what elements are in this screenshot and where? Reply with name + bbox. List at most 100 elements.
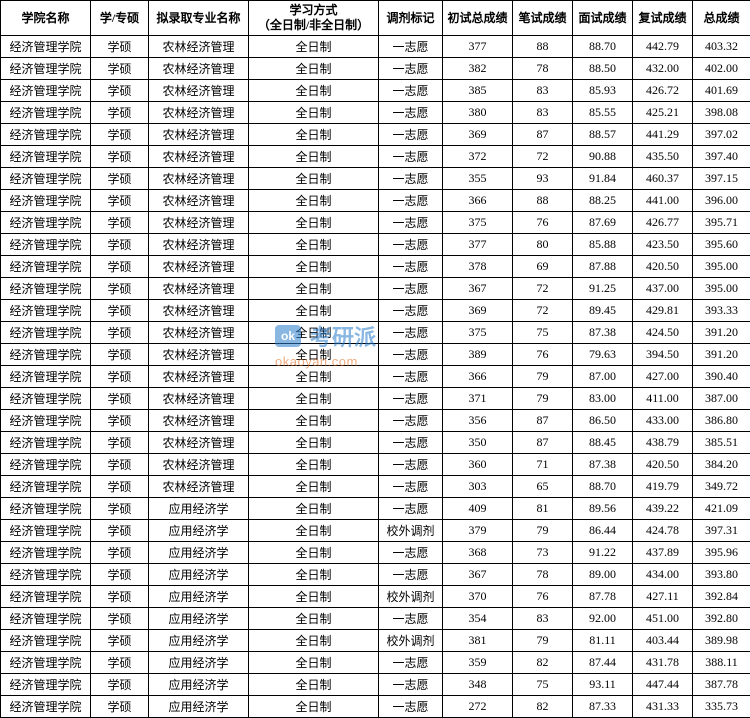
table-cell: 农林经济管理 [149,410,249,432]
table-cell: 389.98 [693,630,750,652]
table-cell: 全日制 [249,498,379,520]
table-cell: 421.09 [693,498,750,520]
table-cell: 88.57 [573,124,633,146]
table-row: 经济管理学院学硕农林经济管理全日制一志愿3568786.50433.00386.… [1,410,750,432]
table-cell: 356 [443,410,513,432]
table-cell: 85.93 [573,80,633,102]
table-cell: 88.70 [573,36,633,58]
table-cell: 81.11 [573,630,633,652]
table-row: 经济管理学院学硕农林经济管理全日制一志愿3677291.25437.00395.… [1,278,750,300]
table-cell: 经济管理学院 [1,454,91,476]
table-cell: 全日制 [249,344,379,366]
table-cell: 学硕 [91,542,149,564]
table-row: 经济管理学院学硕应用经济学全日制一志愿2728287.33431.33335.7… [1,696,750,718]
table-cell: 272 [443,696,513,718]
table-cell: 372 [443,146,513,168]
table-cell: 农林经济管理 [149,432,249,454]
table-cell: 一志愿 [379,476,443,498]
table-cell: 学硕 [91,168,149,190]
table-cell: 学硕 [91,410,149,432]
table-cell: 451.00 [633,608,693,630]
table-cell: 88.25 [573,190,633,212]
table-cell: 校外调剂 [379,586,443,608]
admissions-table: 学院名称 学/专硕 拟录取专业名称 学习方式（全日制/非全日制） 调剂标记 初试… [0,0,750,718]
table-cell: 73 [513,542,573,564]
table-cell: 78 [513,564,573,586]
table-cell: 370 [443,586,513,608]
table-cell: 391.20 [693,322,750,344]
table-cell: 农林经济管理 [149,124,249,146]
table-row: 经济管理学院学硕农林经济管理全日制一志愿3858385.93426.72401.… [1,80,750,102]
table-cell: 424.78 [633,520,693,542]
table-cell: 农林经济管理 [149,476,249,498]
table-cell: 87 [513,124,573,146]
table-cell: 395.00 [693,278,750,300]
table-cell: 411.00 [633,388,693,410]
table-cell: 全日制 [249,520,379,542]
table-cell: 一志愿 [379,124,443,146]
table-row: 经济管理学院学硕农林经济管理全日制一志愿3698788.57441.29397.… [1,124,750,146]
table-cell: 359 [443,652,513,674]
table-cell: 学硕 [91,256,149,278]
table-cell: 经济管理学院 [1,542,91,564]
table-cell: 经济管理学院 [1,256,91,278]
table-cell: 全日制 [249,36,379,58]
table-cell: 377 [443,36,513,58]
table-cell: 一志愿 [379,652,443,674]
table-cell: 经济管理学院 [1,168,91,190]
table-cell: 88.45 [573,432,633,454]
table-cell: 387.00 [693,388,750,410]
table-cell: 427.11 [633,586,693,608]
table-cell: 经济管理学院 [1,696,91,718]
table-cell: 426.77 [633,212,693,234]
table-cell: 93 [513,168,573,190]
table-cell: 397.02 [693,124,750,146]
table-cell: 76 [513,344,573,366]
table-cell: 全日制 [249,586,379,608]
table-cell: 442.79 [633,36,693,58]
table-cell: 农林经济管理 [149,344,249,366]
table-row: 经济管理学院学硕农林经济管理全日制一志愿3897679.63394.50391.… [1,344,750,366]
table-cell: 经济管理学院 [1,124,91,146]
table-cell: 经济管理学院 [1,80,91,102]
table-cell: 学硕 [91,190,149,212]
table-row: 经济管理学院学硕应用经济学全日制一志愿3548392.00451.00392.8… [1,608,750,630]
table-cell: 学硕 [91,366,149,388]
table-cell: 79 [513,388,573,410]
table-cell: 380 [443,102,513,124]
table-cell: 应用经济学 [149,630,249,652]
table-row: 经济管理学院学硕农林经济管理全日制一志愿3757687.69426.77395.… [1,212,750,234]
table-row: 经济管理学院学硕应用经济学全日制一志愿3687391.22437.89395.9… [1,542,750,564]
table-cell: 91.84 [573,168,633,190]
table-cell: 83 [513,608,573,630]
table-cell: 385.51 [693,432,750,454]
table-cell: 420.50 [633,454,693,476]
table-cell: 农林经济管理 [149,388,249,410]
table-cell: 76 [513,586,573,608]
table-cell: 390.40 [693,366,750,388]
table-cell: 423.50 [633,234,693,256]
table-cell: 学硕 [91,608,149,630]
table-cell: 78 [513,58,573,80]
table-cell: 学硕 [91,344,149,366]
table-cell: 425.21 [633,102,693,124]
table-row: 经济管理学院学硕农林经济管理全日制一志愿3667987.00427.00390.… [1,366,750,388]
table-cell: 83 [513,102,573,124]
page-root: 学院名称 学/专硕 拟录取专业名称 学习方式（全日制/非全日制） 调剂标记 初试… [0,0,750,718]
col-header: 面试成绩 [573,1,633,36]
table-cell: 一志愿 [379,168,443,190]
table-cell: 全日制 [249,102,379,124]
table-cell: 农林经济管理 [149,300,249,322]
table-row: 经济管理学院学硕农林经济管理全日制一志愿3757587.38424.50391.… [1,322,750,344]
table-cell: 395.96 [693,542,750,564]
table-cell: 371 [443,388,513,410]
table-cell: 一志愿 [379,190,443,212]
table-cell: 一志愿 [379,212,443,234]
table-cell: 应用经济学 [149,608,249,630]
table-cell: 一志愿 [379,388,443,410]
table-cell: 全日制 [249,278,379,300]
table-cell: 441.00 [633,190,693,212]
table-cell: 93.11 [573,674,633,696]
table-cell: 367 [443,278,513,300]
table-cell: 438.79 [633,432,693,454]
